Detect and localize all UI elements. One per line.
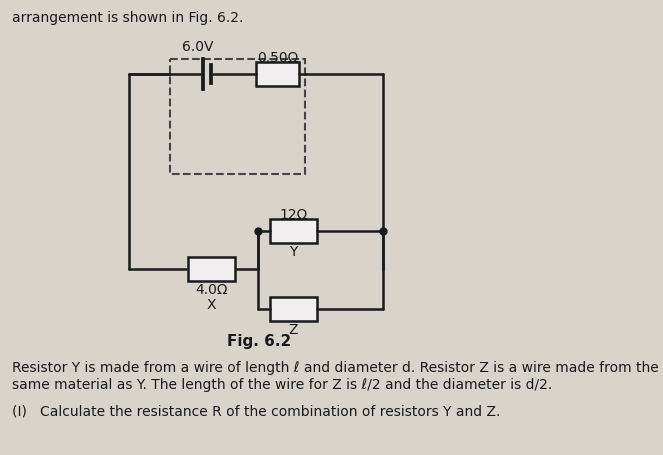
- Text: Y: Y: [289, 244, 298, 258]
- Text: X: X: [206, 298, 216, 311]
- Text: 4.0Ω: 4.0Ω: [195, 283, 227, 296]
- FancyBboxPatch shape: [270, 219, 317, 243]
- Text: 6.0V: 6.0V: [182, 40, 213, 54]
- Text: arrangement is shown in Fig. 6.2.: arrangement is shown in Fig. 6.2.: [12, 11, 243, 25]
- Text: Z: Z: [288, 322, 298, 336]
- FancyBboxPatch shape: [188, 258, 235, 281]
- FancyBboxPatch shape: [256, 63, 299, 87]
- Text: Resistor Y is made from a wire of length ℓ and diameter d. Resistor Z is a wire : Resistor Y is made from a wire of length…: [12, 360, 658, 374]
- FancyBboxPatch shape: [270, 298, 317, 321]
- Text: 12Ω: 12Ω: [279, 207, 308, 222]
- Text: same material as Y. The length of the wire for Z is ℓ/2 and the diameter is d/2.: same material as Y. The length of the wi…: [12, 377, 552, 391]
- Text: Fig. 6.2: Fig. 6.2: [227, 334, 291, 349]
- Text: (I)   Calculate the resistance R of the combination of resistors Y and Z.: (I) Calculate the resistance R of the co…: [12, 404, 500, 418]
- Text: 0.50Ω: 0.50Ω: [257, 51, 298, 65]
